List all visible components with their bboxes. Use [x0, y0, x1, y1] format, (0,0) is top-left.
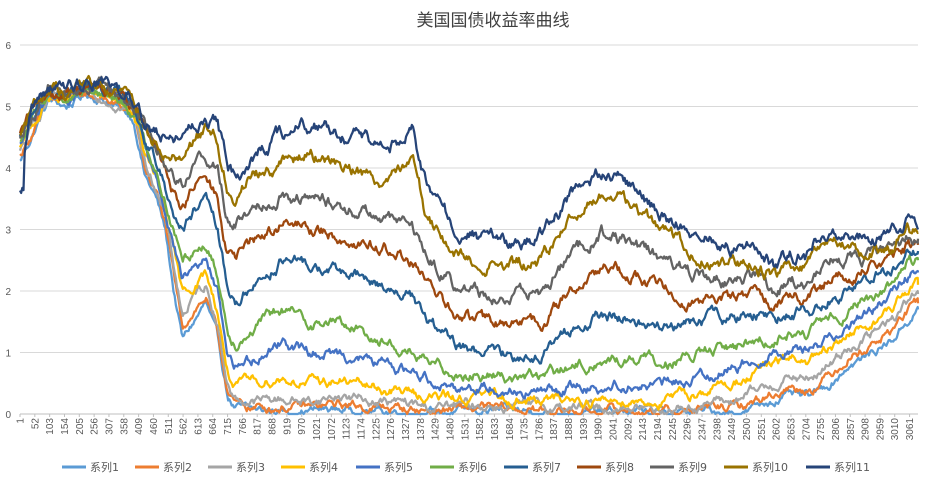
series-line-4 [18, 84, 920, 411]
x-tick-label: 2806 [831, 418, 842, 441]
y-tick-label: 6 [5, 41, 11, 52]
y-axis: 0 1 2 3 4 5 6 [5, 41, 11, 421]
x-tick-label: 2959 [875, 418, 886, 441]
x-tick-label: 205 [75, 418, 86, 435]
series-line-11 [18, 75, 920, 269]
x-tick-label: 868 [268, 418, 279, 435]
legend-label: 系列4 [309, 460, 338, 474]
x-tick-label: 2551 [757, 418, 768, 441]
series-line-8 [18, 81, 920, 332]
x-tick-label: 2296 [683, 418, 694, 441]
x-tick-label: 1 [16, 418, 27, 424]
series-line-7 [18, 80, 920, 365]
series-line-3 [18, 82, 920, 416]
x-tick-label: 1378 [416, 418, 427, 441]
x-tick-label: 2908 [861, 418, 872, 441]
legend-label: 系列10 [752, 460, 788, 474]
x-tick-label: 2143 [638, 418, 649, 441]
x-tick-label: 1072 [327, 418, 338, 441]
x-tick-label: 1939 [579, 418, 590, 441]
x-tick-label: 613 [193, 418, 204, 435]
x-tick-label: 2092 [623, 418, 634, 441]
series-line-9 [18, 75, 920, 306]
legend-label: 系列5 [384, 460, 413, 474]
x-tick-label: 562 [179, 418, 190, 435]
legend-label: 系列11 [834, 460, 870, 474]
x-tick-label: 154 [60, 418, 71, 435]
x-tick-label: 52 [30, 418, 41, 430]
x-tick-label: 103 [45, 418, 56, 435]
x-tick-label: 1480 [445, 418, 456, 441]
y-tick-label: 1 [5, 349, 11, 360]
y-tick-label: 4 [5, 164, 11, 175]
legend-label: 系列7 [532, 460, 561, 474]
x-tick-label: 1888 [564, 418, 575, 441]
x-tick-label: 817 [253, 418, 264, 435]
x-tick-label: 1735 [520, 418, 531, 441]
x-tick-label: 1531 [460, 418, 471, 441]
x-tick-label: 2500 [742, 418, 753, 441]
x-tick-label: 1327 [401, 418, 412, 441]
legend: 系列1 系列2 系列3 系列4 系列5 系列6 系列7 系列8 系列9 系列10 系列11 [62, 460, 870, 474]
x-tick-label: 3010 [890, 418, 901, 441]
x-tick-label: 358 [119, 418, 130, 435]
x-tick-label: 2347 [698, 418, 709, 441]
x-tick-label: 970 [297, 418, 308, 435]
x-tick-label: 1429 [431, 418, 442, 441]
chart-title: 美国国债收益率曲线 [417, 11, 570, 31]
x-tick-label: 1174 [357, 418, 368, 440]
series-line-6 [19, 85, 920, 384]
x-tick-label: 2245 [668, 418, 679, 441]
x-tick-label: 2194 [653, 418, 664, 441]
x-tick-label: 2449 [727, 418, 738, 441]
legend-label: 系列1 [90, 460, 119, 474]
x-axis: 1 52 103 154 205 256 307 358 409 460 511 562 613 664 7… [16, 414, 916, 441]
x-tick-label: 2653 [786, 418, 797, 441]
y-tick-label: 2 [5, 287, 11, 298]
series-lines [18, 74, 920, 416]
series-line-5 [19, 80, 920, 400]
legend-label: 系列9 [678, 460, 707, 474]
x-tick-label: 1786 [534, 418, 545, 441]
x-tick-label: 2755 [816, 418, 827, 441]
x-tick-label: 1123 [342, 418, 353, 440]
x-tick-label: 256 [90, 418, 101, 435]
x-tick-label: 766 [238, 418, 249, 435]
x-tick-label: 2857 [846, 418, 857, 441]
x-tick-label: 2704 [801, 418, 812, 441]
x-tick-label: 2602 [772, 418, 783, 441]
legend-label: 系列6 [458, 460, 487, 474]
x-tick-label: 664 [208, 418, 219, 435]
x-tick-label: 1837 [549, 418, 560, 441]
legend-label: 系列2 [163, 460, 192, 474]
legend-label: 系列3 [236, 460, 265, 474]
x-tick-label: 2041 [609, 418, 620, 441]
x-tick-label: 511 [164, 418, 175, 434]
x-tick-label: 307 [104, 418, 115, 435]
x-tick-label: 1633 [490, 418, 501, 441]
x-tick-label: 1582 [475, 418, 486, 441]
x-tick-label: 1021 [312, 418, 323, 441]
x-tick-label: 1990 [594, 418, 605, 441]
x-tick-label: 3061 [905, 418, 916, 441]
x-tick-label: 1684 [505, 418, 516, 441]
x-tick-label: 409 [134, 418, 145, 435]
y-tick-label: 5 [5, 103, 11, 114]
x-tick-label: 919 [282, 418, 293, 435]
series-line-10 [19, 74, 919, 281]
x-tick-label: 1225 [371, 418, 382, 441]
x-tick-label: 1276 [386, 418, 397, 441]
y-tick-label: 3 [5, 226, 11, 237]
x-tick-label: 460 [149, 418, 160, 435]
y-tick-label: 0 [5, 410, 11, 421]
legend-label: 系列8 [605, 460, 634, 474]
x-tick-label: 715 [223, 418, 234, 435]
x-tick-label: 2398 [712, 418, 723, 441]
